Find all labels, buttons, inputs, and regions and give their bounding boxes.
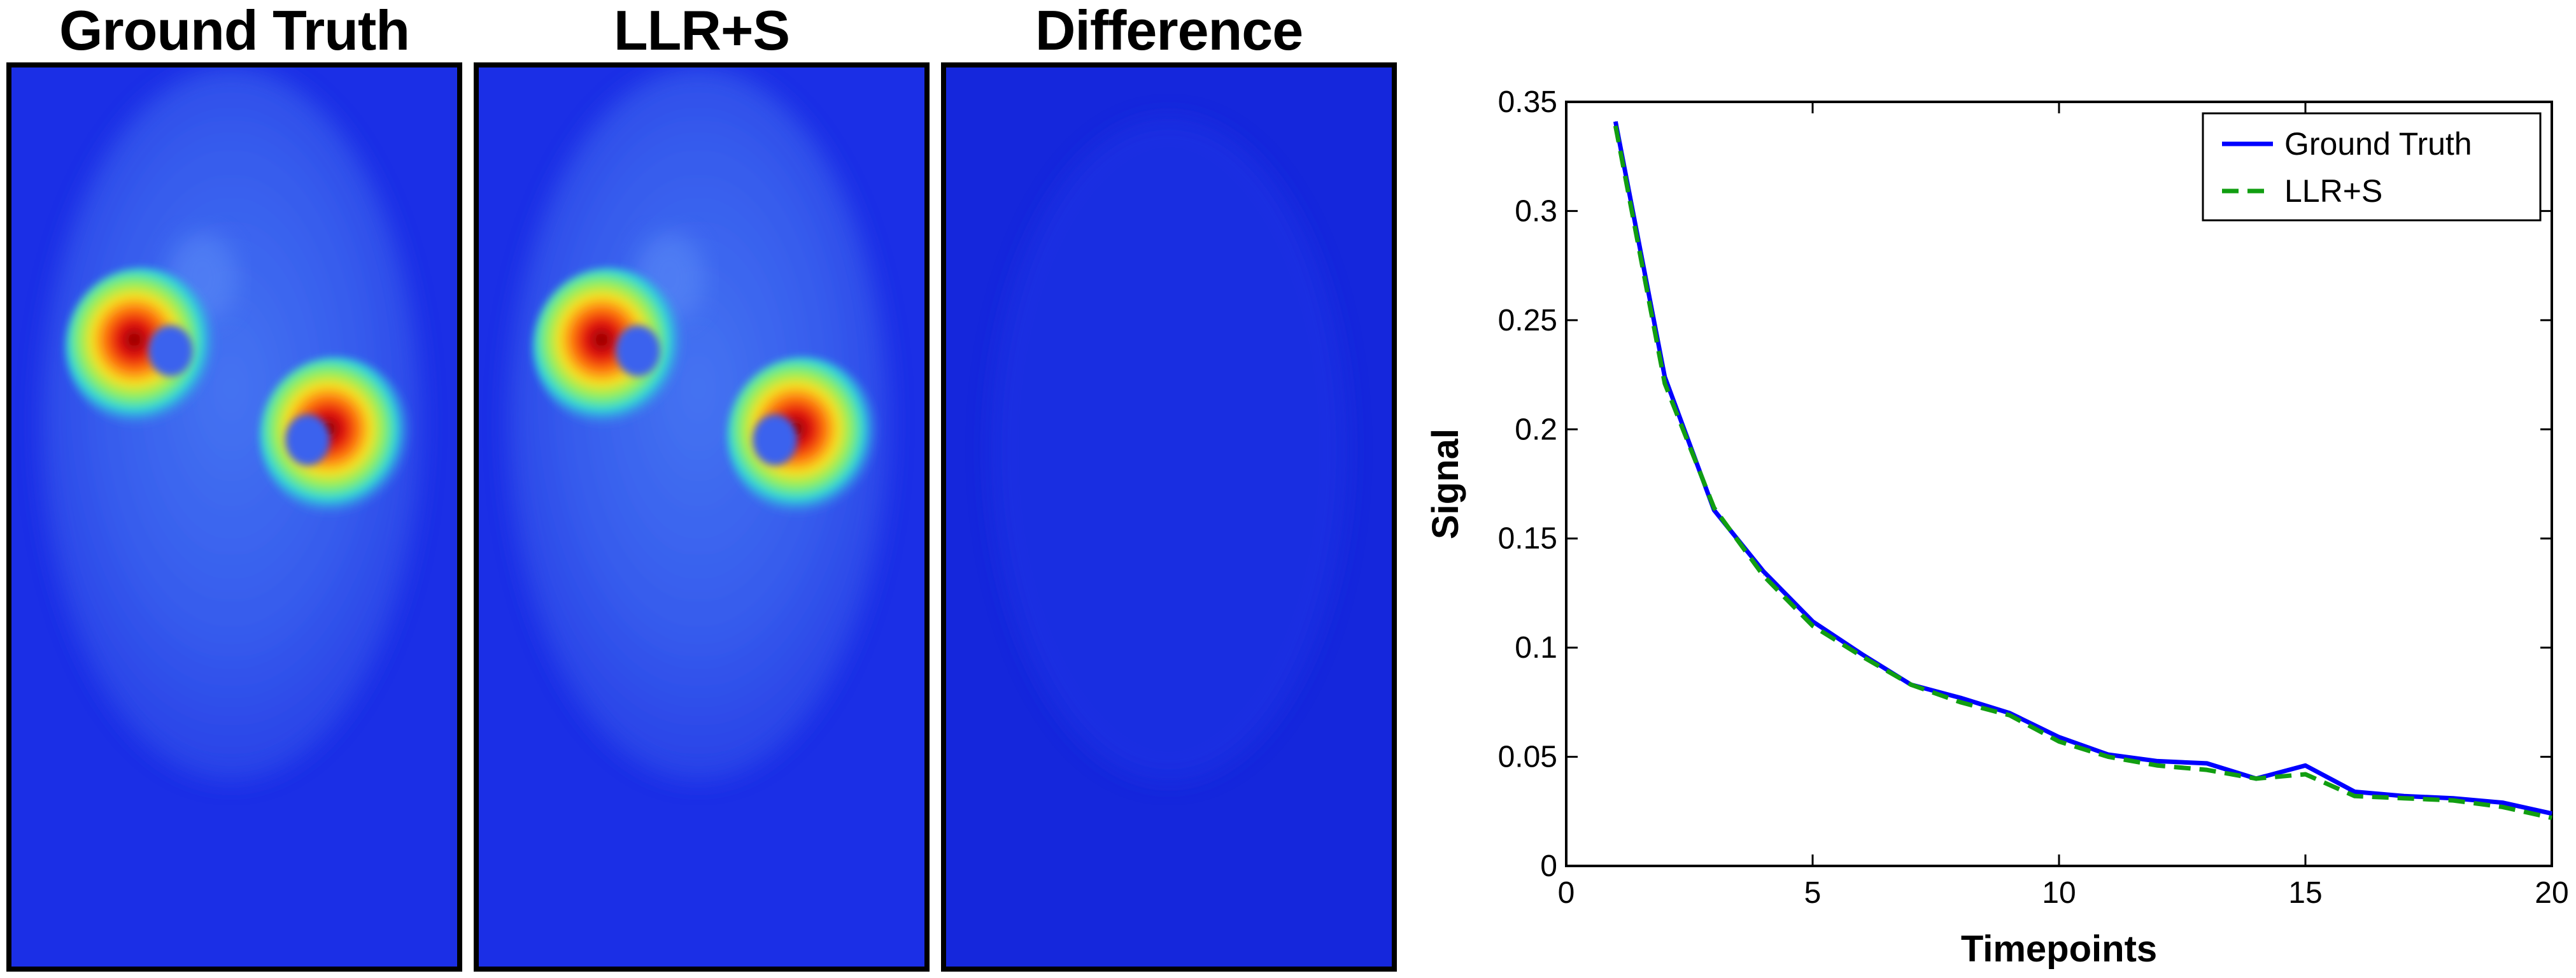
y-tick-label: 0.1 xyxy=(1515,631,1557,665)
data-point-ground-truth xyxy=(1615,121,1616,122)
panel-title-difference: Difference xyxy=(1035,0,1303,62)
y-tick-label: 0.35 xyxy=(1498,85,1557,119)
left-kidney xyxy=(66,268,218,427)
x-tick-label: 15 xyxy=(2288,876,2322,910)
data-point-llrs xyxy=(2452,800,2454,801)
y-tick-label: 0.15 xyxy=(1498,522,1557,556)
abdomen-region xyxy=(507,67,889,781)
y-axis-title: Signal xyxy=(1425,429,1466,539)
y-tick-label: 0.3 xyxy=(1515,194,1557,228)
legend-label-ground-truth: Ground Truth xyxy=(2284,126,2472,162)
data-point-llrs xyxy=(2354,795,2355,797)
x-tick-label: 20 xyxy=(2535,876,2568,910)
data-point-llrs xyxy=(2058,741,2060,742)
data-point-ground-truth xyxy=(1763,570,1764,572)
right-kidney xyxy=(260,357,413,516)
legend: Ground Truth LLR+S xyxy=(2202,112,2542,222)
x-tick-label: 5 xyxy=(1804,876,1822,910)
right-kidney xyxy=(727,357,880,516)
y-tick-label: 0.2 xyxy=(1515,413,1557,446)
x-tick-label: 10 xyxy=(2042,876,2076,910)
ground-truth-image xyxy=(6,62,462,972)
abdomen-region xyxy=(40,67,422,781)
panel-title-llrs: LLR+S xyxy=(613,0,790,62)
data-point-ground-truth xyxy=(2305,765,2306,766)
data-point-ground-truth xyxy=(2354,791,2355,792)
data-point-llrs xyxy=(2157,765,2158,766)
data-point-llrs xyxy=(2009,714,2011,716)
legend-label-llrs: LLR+S xyxy=(2284,173,2382,209)
panel-title-ground-truth: Ground Truth xyxy=(59,0,410,62)
y-tick-label: 0 xyxy=(1540,849,1557,883)
series-line-ground-truth xyxy=(1613,121,2552,816)
data-point-llrs xyxy=(1664,383,1666,384)
left-kidney xyxy=(533,268,686,427)
legend-box xyxy=(2202,112,2542,222)
difference-image xyxy=(941,62,1397,972)
x-tick-label: 0 xyxy=(1558,876,1575,910)
data-point-llrs xyxy=(1615,125,1616,127)
data-point-ground-truth xyxy=(2157,760,2158,762)
series-line-llr-s xyxy=(1613,125,2552,820)
llrs-image xyxy=(474,62,930,972)
x-axis-title: Timepoints xyxy=(1961,928,2157,970)
y-tick-label: 0.05 xyxy=(1498,741,1557,774)
signal-line-chart: 0 5 10 15 20 0 0.05 0.1 0.15 0.2 0.25 0.3 0.35 Timep… xyxy=(1425,85,2569,970)
y-tick-label: 0.25 xyxy=(1498,304,1557,337)
data-point-llrs xyxy=(1713,507,1715,509)
data-point-ground-truth xyxy=(2502,802,2503,804)
data-point-llrs xyxy=(2107,756,2109,758)
data-point-llrs xyxy=(2305,774,2306,775)
